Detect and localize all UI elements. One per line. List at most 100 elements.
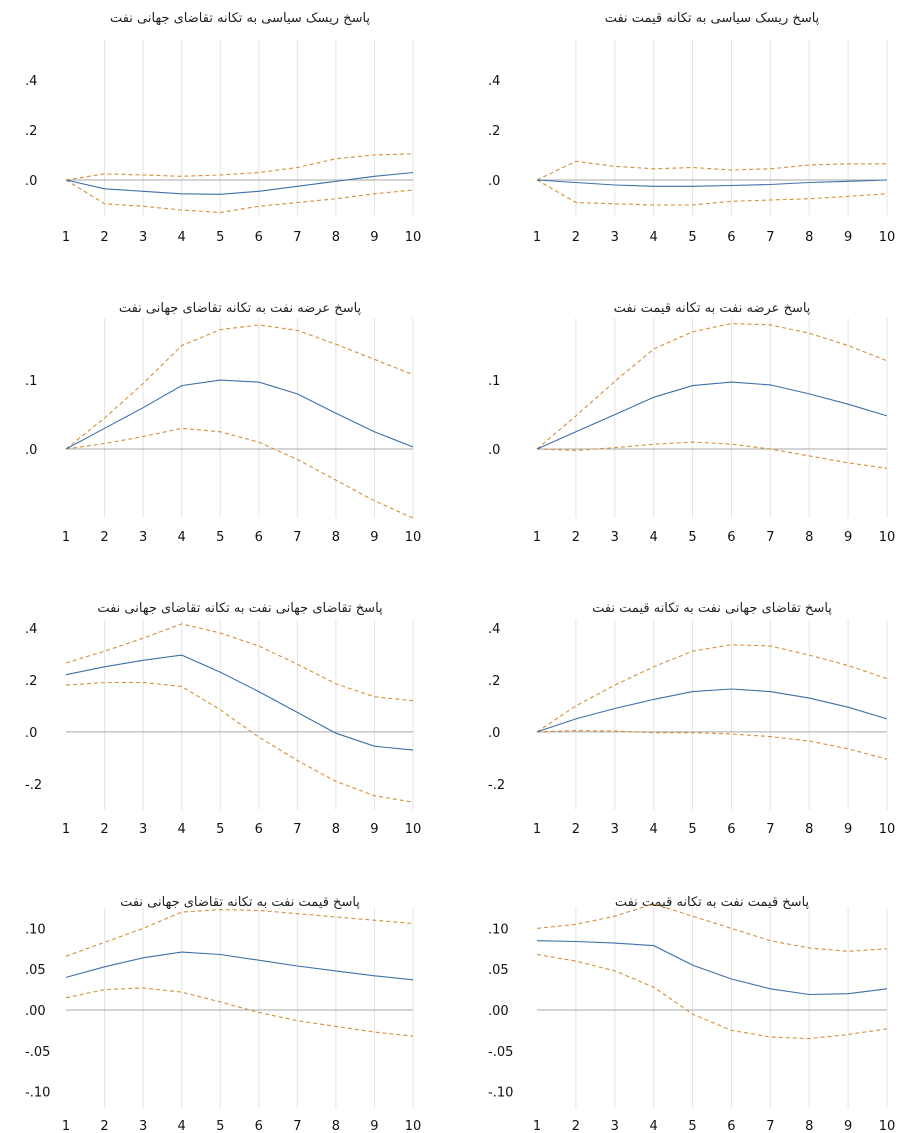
y-tick-label: .0 [488,726,500,741]
x-tick-label: 7 [293,230,301,245]
panel-5: پاسخ تقاضای جهانی نفت به تکانه تقاضای جه… [25,601,421,837]
panel-1: پاسخ ریسک سیاسی به تکانه تقاضای جهانی نف… [25,11,421,245]
response-line [536,179,888,187]
x-tick-label: 8 [805,1119,813,1133]
x-tick-label: 6 [255,230,263,245]
y-tick-label: .1 [488,374,500,389]
x-tick-label: 10 [405,530,422,545]
x-tick-label: 8 [332,1119,340,1133]
x-tick-label: 2 [572,530,580,545]
x-tick-label: 3 [611,230,619,245]
y-tick-label: -.2 [488,778,505,793]
x-tick-label: 7 [293,822,301,837]
x-tick-label: 10 [879,530,896,545]
y-tick-label: .2 [25,124,37,139]
x-tick-label: 4 [178,1119,186,1133]
panel-7: پاسخ قیمت نفت به تکانه تقاضای جهانی نفت.… [25,895,421,1133]
y-tick-label: -.05 [488,1045,513,1060]
y-tick-label: .4 [25,74,37,89]
y-tick-label: .4 [488,622,500,637]
x-tick-label: 9 [844,530,852,545]
x-tick-label: 9 [844,1119,852,1133]
y-tick-label: -.10 [25,1086,50,1101]
lower-band-line [536,441,888,469]
x-tick-label: 6 [727,1119,735,1133]
x-tick-label: 5 [216,822,224,837]
upper-band-line [65,324,414,450]
lower-band-line [536,953,888,1040]
x-tick-label: 8 [805,822,813,837]
panel-title: پاسخ تقاضای جهانی نفت به تکانه قیمت نفت [592,601,832,616]
upper-band-line [536,322,888,450]
x-tick-label: 4 [650,230,658,245]
y-tick-label: .2 [488,674,500,689]
x-tick-label: 5 [688,822,696,837]
panel-title: پاسخ عرضه نفت به تکانه قیمت نفت [614,301,811,316]
y-tick-label: .0 [25,726,37,741]
x-tick-label: 2 [572,230,580,245]
x-tick-label: 3 [139,530,147,545]
response-line [65,379,414,450]
x-tick-label: 6 [727,530,735,545]
x-tick-label: 5 [688,1119,696,1133]
x-tick-label: 2 [100,530,108,545]
x-tick-label: 8 [332,822,340,837]
x-tick-label: 2 [100,1119,108,1133]
panel-title: پاسخ قیمت نفت به تکانه تقاضای جهانی نفت [120,895,360,910]
y-tick-label: -.10 [488,1086,513,1101]
lower-band-line [536,730,888,760]
upper-band-line [65,153,414,181]
x-tick-label: 1 [533,230,541,245]
x-tick-label: 9 [370,1119,378,1133]
x-tick-label: 4 [650,822,658,837]
y-tick-label: .00 [25,1004,46,1019]
x-tick-label: 5 [688,530,696,545]
upper-band-line [536,644,888,733]
x-tick-label: 8 [805,230,813,245]
panel-3: پاسخ عرضه نفت به تکانه تقاضای جهانی نفت.… [25,301,421,545]
x-tick-label: 8 [332,530,340,545]
x-tick-label: 7 [766,530,774,545]
x-tick-label: 4 [178,230,186,245]
y-tick-label: .1 [25,374,37,389]
panel-6: پاسخ تقاضای جهانی نفت به تکانه قیمت نفت.… [488,601,895,837]
response-line [65,654,414,751]
x-tick-label: 7 [293,530,301,545]
x-tick-label: 8 [805,530,813,545]
x-tick-label: 4 [178,530,186,545]
panel-title: پاسخ عرضه نفت به تکانه تقاضای جهانی نفت [119,301,362,316]
x-tick-label: 10 [879,230,896,245]
x-tick-label: 6 [255,530,263,545]
x-tick-label: 1 [62,530,70,545]
panel-title: پاسخ قیمت نفت به تکانه قیمت نفت [615,895,810,910]
x-tick-label: 10 [405,822,422,837]
y-tick-label: .05 [25,963,46,978]
lower-band-line [65,179,414,214]
x-tick-label: 10 [879,822,896,837]
y-tick-label: -.2 [25,778,42,793]
x-tick-label: 6 [255,822,263,837]
panel-title: پاسخ ریسک سیاسی به تکانه تقاضای جهانی نف… [110,11,370,26]
y-tick-label: .4 [25,622,37,637]
panel-2: پاسخ ریسک سیاسی به تکانه قیمت نفت .4 .2 .0 1… [488,11,895,245]
y-tick-label: .2 [25,674,37,689]
x-tick-label: 4 [178,822,186,837]
x-tick-label: 1 [62,230,70,245]
x-tick-label: 6 [727,230,735,245]
response-line [65,951,414,981]
panel-4: پاسخ عرضه نفت به تکانه قیمت نفت .1 .0 1 2 3 4 5… [488,301,895,545]
panel-8: پاسخ قیمت نفت به تکانه قیمت نفت .10 .05 .00… [488,895,895,1133]
x-tick-label: 3 [611,1119,619,1133]
x-tick-label: 7 [293,1119,301,1133]
y-tick-label: .0 [25,443,37,458]
x-tick-label: 1 [62,822,70,837]
x-tick-label: 1 [533,1119,541,1133]
x-tick-label: 8 [332,230,340,245]
y-tick-label: -.05 [25,1045,50,1060]
panel-title: پاسخ ریسک سیاسی به تکانه قیمت نفت [605,11,820,26]
upper-band-line [65,623,414,702]
x-tick-label: 9 [370,530,378,545]
x-tick-label: 5 [216,230,224,245]
x-tick-label: 6 [255,1119,263,1133]
y-tick-label: .10 [488,922,509,937]
